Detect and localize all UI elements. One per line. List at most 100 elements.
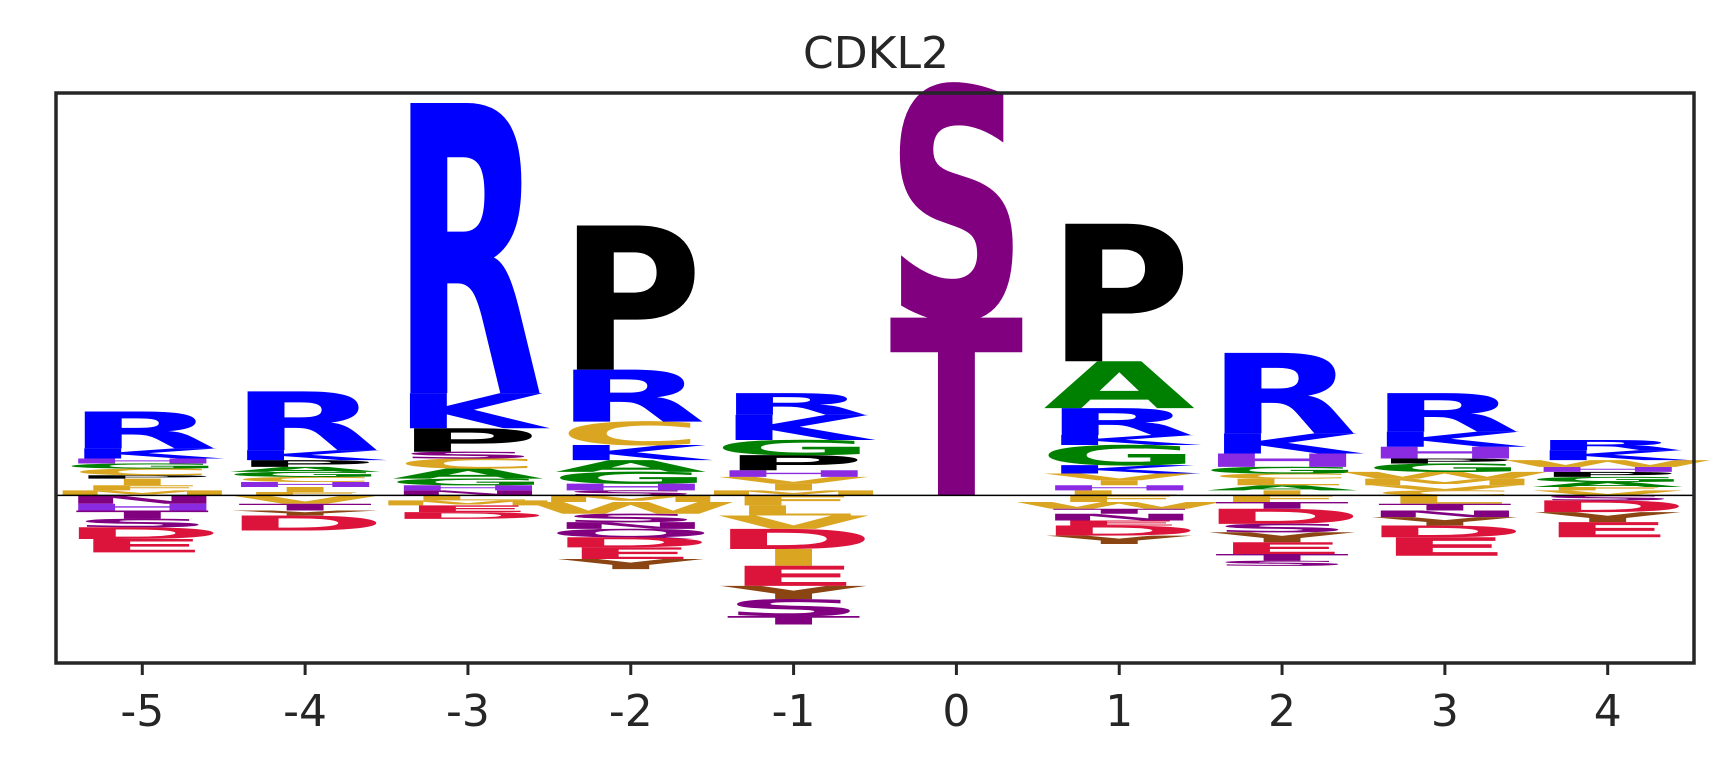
logo-letter-I-pos-1-up1: I [757, 482, 830, 493]
logo-letter-H-pos4-up5: H [1526, 465, 1690, 473]
logo-letter-A-pos4-up2: A [1532, 481, 1684, 489]
logo-letter-H-pos1-up1: H [1037, 484, 1201, 492]
logo-letter-N-pos-5-down0: N [60, 493, 224, 506]
logo-glyphs: MFIPCGHKRNHTSDEFIHCGAPKRVTYDNHGACSPKRLME… [45, 24, 1712, 627]
logo-letter-E-pos-2-down6: E [564, 544, 698, 563]
logo-letter-E-pos2-down5: E [1215, 539, 1349, 558]
logo-letter-L-pos-1-down1: L [731, 503, 856, 519]
logo-letter-P-pos-3-up6: P [396, 422, 540, 460]
logo-letter-E-pos4-down3: E [1541, 518, 1675, 542]
logo-letter-G-pos4-up3: G [1527, 476, 1688, 484]
logo-letter-D-pos-1-down3: D [712, 524, 875, 556]
logo-letter-D-pos-3-down3: D [387, 510, 550, 521]
logo-letter-T-pos3-down1: T [1378, 502, 1512, 513]
chart-title: CDKL2 [803, 28, 949, 79]
logo-letter-M-pos3-up2: M [1347, 477, 1542, 488]
logo-letter-P-pos1-up9: P [1047, 187, 1191, 407]
logo-letter-F-pos1-down0: F [1052, 494, 1186, 505]
logo-letter-A-pos2-up1: A [1206, 484, 1358, 492]
logo-letter-D-pos1-down5: D [1038, 523, 1201, 539]
logo-letter-F-pos2-down0: F [1215, 494, 1349, 505]
logo-letter-Y-pos4-down2: Y [1534, 509, 1682, 525]
logo-letter-R-pos-3-up8: R [392, 24, 543, 487]
logo-letter-C-pos-4-up3: C [233, 476, 377, 484]
logo-letter-P-pos-5-up3: P [70, 474, 214, 479]
logo-letter-K-pos-5-up7: K [66, 446, 224, 462]
logo-letter-P-pos4-up4: P [1536, 471, 1680, 479]
logo-letter-T-pos-5-down2: T [75, 508, 209, 521]
logo-letter-K-pos1-up6: K [1043, 432, 1201, 448]
logo-letter-T-pos1-down2: T [1052, 507, 1186, 515]
logo-letter-F-pos-5-up1: F [75, 484, 209, 492]
logo-letter-I-pos2-up0: I [1246, 489, 1319, 497]
logo-letter-H-pos-5-down1: H [60, 502, 224, 513]
logo-letter-S-pos-5-down3: S [72, 517, 213, 530]
logo-letter-D-pos4-down1: D [1526, 497, 1689, 516]
logo-letter-G-pos1-up5: G [1039, 440, 1200, 472]
logo-letter-R-pos3-up8: R [1369, 383, 1520, 444]
logo-letter-S-pos-2-down2: S [560, 512, 701, 525]
logo-letter-P-pos-1-up4: P [722, 451, 866, 475]
x-tick-label: -2 [609, 686, 653, 737]
logo-letter-C-pos-5-up4: C [70, 467, 214, 478]
logo-letter-F-pos-1-down0: F [727, 493, 861, 509]
x-axis-ticks: -5 -4 -3 -2 -1 0 1 2 3 4 [120, 663, 1622, 737]
logo-letter-I-pos1-up2: I [1083, 479, 1156, 487]
logo-letter-M-pos-1-up0: M [696, 489, 891, 497]
logo-letter-N-pos1-down3: N [1037, 512, 1201, 523]
logo-letter-E-pos3-down5: E [1378, 532, 1512, 561]
x-tick-label: -3 [446, 686, 490, 737]
logo-letter-A-pos1-up8: A [1043, 349, 1195, 424]
logo-letter-W-pos3-up3: W [1337, 470, 1553, 481]
logo-letter-D-pos-5-down4: D [61, 524, 224, 543]
logo-letter-R-pos-1-up7: R [718, 387, 869, 422]
logo-letter-R-pos4-up8: R [1532, 437, 1683, 453]
logo-letter-D-pos2-down2: D [1201, 505, 1364, 529]
logo-letter-R-pos-5-up8: R [67, 401, 218, 460]
logo-letter-K-pos1-up4: K [1043, 463, 1201, 476]
logo-letter-Y-pos3-down3: Y [1371, 515, 1518, 528]
logo-letter-T-pos0-up0: T [889, 271, 1023, 554]
logo-letter-F-pos4-up1: F [1541, 486, 1675, 491]
logo-letter-M-pos-5-up0: M [45, 489, 240, 497]
logo-letter-G-pos-1-up5: G [713, 436, 874, 460]
x-tick-label: 0 [942, 686, 970, 737]
logo-letter-L-pos2-up2: L [1220, 477, 1345, 488]
logo-letter-H-pos2-up5: H [1200, 450, 1364, 471]
logo-letter-K-pos3-up7: K [1369, 427, 1528, 451]
logo-letter-H-pos3-up6: H [1363, 444, 1527, 463]
logo-letter-K-pos2-up6: K [1206, 428, 1364, 460]
logo-letter-K-pos4-up7: K [1532, 447, 1690, 463]
logo-letter-V-pos-1-up2: V [718, 475, 870, 486]
logo-letter-N-pos-2-down3: N [549, 520, 713, 531]
logo-letter-Y-pos1-down6: Y [1045, 533, 1192, 546]
logo-letter-E-pos1-down4: E [1052, 519, 1186, 527]
logo-letter-P-pos-4-up6: P [233, 458, 377, 469]
logo-letter-G-pos-3-up2: G [387, 477, 548, 488]
logo-letter-H-pos-5-up6: H [60, 457, 224, 465]
logo-letter-A-pos-2-up3: A [555, 457, 707, 476]
logo-letter-T-pos-4-down1: T [238, 502, 372, 513]
logo-letter-G-pos-4-up4: G [225, 471, 386, 479]
logo-letter-D-pos-4-down3: D [224, 511, 387, 535]
logo-letter-S-pos0-up1: S [886, 24, 1027, 393]
logo-letter-V-pos3-up1: V [1369, 484, 1521, 492]
logo-letter-L-pos3-down0: L [1382, 493, 1507, 506]
logo-letter-A-pos-4-up5: A [229, 465, 381, 473]
plot-frame [54, 91, 1696, 665]
logo-letter-Q-pos-2-down4: Q [547, 527, 714, 540]
logo-letter-E-pos-3-down2: E [401, 504, 535, 515]
logo-letter-E-pos-5-down5: E [75, 535, 209, 556]
logo-letter-A-pos-3-up3: A [392, 466, 544, 482]
logo-letter-R-pos-4-up8: R [230, 376, 381, 469]
logo-letter-H-pos-1-up3: H [711, 468, 875, 479]
x-tick-label: 3 [1431, 686, 1459, 737]
logo-letter-S-pos-1-down7: S [723, 595, 864, 622]
logo-letter-Y-pos-2-down7: Y [557, 556, 705, 572]
logo-letter-Y-pos-1-down6: Y [720, 582, 868, 603]
logo-letter-S-pos2-down7: S [1211, 559, 1352, 567]
logo-letter-R-pos-2-up6: R [555, 355, 706, 438]
logo-letter-I-pos-1-down4: I [757, 544, 830, 571]
logo-letter-L-pos1-up0: L [1057, 489, 1182, 497]
